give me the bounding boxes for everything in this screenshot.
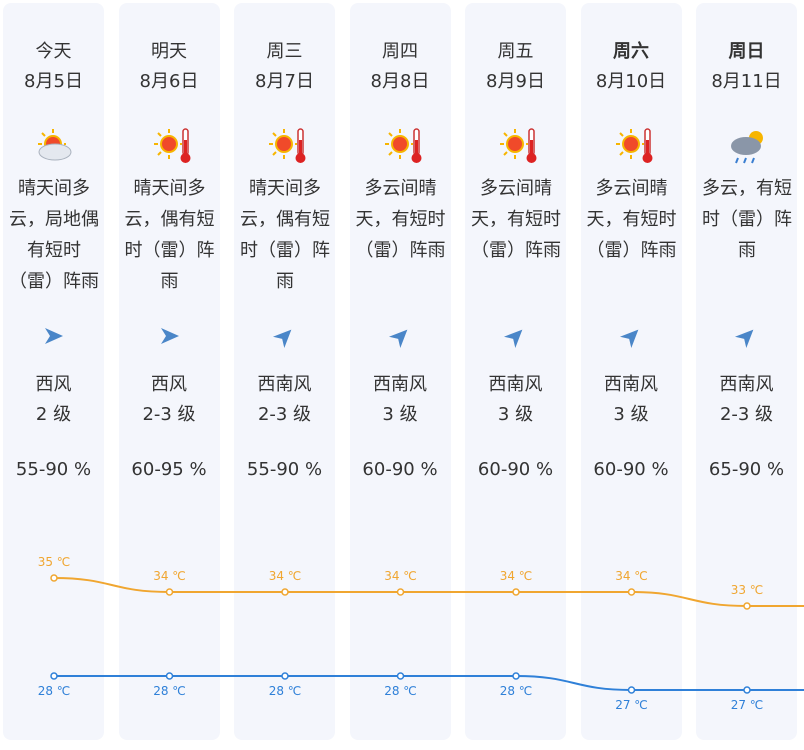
- temp-point: [165, 672, 174, 680]
- wind-direction: 西南风: [604, 374, 658, 395]
- weekday: 周五: [497, 41, 534, 62]
- temp-label: 34 ℃: [153, 569, 186, 583]
- humidity: 65-90 %: [708, 459, 785, 480]
- date: 8月6日: [139, 71, 199, 92]
- wind-direction: 西南风: [719, 374, 774, 395]
- day-column: 今天 8月5日晴天间多云，局地偶有短时（雷）阵雨西风 2 级 55-90 %: [3, 3, 104, 740]
- weekday: 周四: [382, 41, 418, 62]
- weather-icon: [153, 128, 190, 163]
- temp-label: 28 ℃: [269, 684, 302, 698]
- temp-point: [743, 602, 751, 610]
- weather-text: 晴天间多云，局地偶有短时（雷）阵雨: [9, 178, 99, 292]
- temp-point: [396, 588, 405, 596]
- day-column: 周三 8月7日晴天间多云，偶有短时（雷）阵雨西南风 2-3 级 55-90 %: [234, 3, 335, 740]
- date: 8月5日: [24, 71, 83, 92]
- wind-arrow: [503, 325, 527, 351]
- temp-label: 34 ℃: [269, 569, 302, 583]
- weather-text: 晴天间多云，偶有短时（雷）阵雨: [124, 178, 215, 292]
- wind-level: 2 级: [35, 404, 72, 425]
- weather-text: 多云间晴天，有短时（雷）阵雨: [586, 178, 677, 261]
- wind-direction: 西风: [35, 374, 72, 395]
- temp-point: [281, 588, 289, 596]
- date: 8月10日: [595, 71, 667, 92]
- temp-point: [396, 672, 405, 680]
- temp-label: 28 ℃: [38, 684, 71, 698]
- day-column: 周六 8月10日多云间晴天，有短时（雷）阵雨西南风 3 级 60-90 %: [580, 3, 682, 740]
- temp-label: 28 ℃: [153, 684, 186, 698]
- humidity: 55-90 %: [15, 459, 92, 480]
- weekday: 周六: [613, 41, 649, 62]
- weather-text: 多云间晴天，有短时（雷）阵雨: [471, 178, 561, 261]
- wind-level: 3 级: [382, 404, 418, 425]
- temp-label: 34 ℃: [615, 569, 648, 583]
- wind-arrow: [619, 325, 643, 351]
- weekday: 周日: [728, 41, 765, 62]
- wind-level: 3 级: [613, 404, 649, 425]
- day-column: 周五 8月9日多云间晴天，有短时（雷）阵雨西南风 3 级 60-90 %: [465, 3, 566, 740]
- weekday: 明天: [151, 41, 187, 62]
- wind-level: 2-3 级: [142, 404, 196, 425]
- date: 8月8日: [370, 71, 430, 92]
- wind-direction: 西南风: [257, 374, 312, 395]
- humidity: 60-90 %: [362, 459, 438, 480]
- date: 8月7日: [255, 71, 314, 92]
- wind-level: 3 级: [497, 404, 534, 425]
- weather-text: 多云，有短时（雷）阵雨: [702, 178, 792, 261]
- date: 8月11日: [711, 71, 782, 92]
- temp-point: [743, 686, 751, 694]
- wind-direction: 西风: [151, 374, 187, 395]
- day-column: 明天 8月6日晴天间多云，偶有短时（雷）阵雨西风 2-3 级 60-95 %: [118, 3, 220, 740]
- temp-point: [512, 672, 520, 680]
- weather-icon: [38, 129, 72, 161]
- humidity: 60-90 %: [593, 459, 669, 480]
- wind-arrow: [388, 325, 412, 351]
- day-column: 周四 8月8日多云间晴天，有短时（雷）阵雨西南风 3 级 60-90 %: [349, 3, 451, 740]
- temp-point: [627, 588, 636, 596]
- humidity: 60-95 %: [131, 459, 207, 480]
- weather-icon: [615, 128, 652, 163]
- weather-icon: [269, 128, 306, 163]
- temp-label: 33 ℃: [731, 583, 764, 597]
- temp-label: 34 ℃: [384, 569, 417, 583]
- wind-direction: 西南风: [488, 374, 543, 395]
- weather-icon: [384, 128, 421, 163]
- weather-icon: [500, 128, 537, 163]
- temp-point: [281, 672, 289, 680]
- weather-text: 晴天间多云，偶有短时（雷）阵雨: [240, 178, 330, 292]
- wind-level: 2-3 级: [719, 404, 774, 425]
- temp-point: [512, 588, 520, 596]
- date: 8月9日: [486, 71, 545, 92]
- temp-label: 27 ℃: [615, 698, 648, 712]
- temp-point: [627, 686, 636, 694]
- weekday: 周三: [266, 41, 303, 62]
- wind-level: 2-3 级: [257, 404, 312, 425]
- wind-arrow: [272, 325, 296, 351]
- temp-point: [165, 588, 174, 596]
- wind-direction: 西南风: [373, 374, 427, 395]
- temp-point: [50, 672, 58, 680]
- humidity: 55-90 %: [246, 459, 323, 480]
- temp-point: [50, 574, 58, 582]
- humidity: 60-90 %: [477, 459, 554, 480]
- temp-label: 28 ℃: [500, 684, 533, 698]
- temp-label: 27 ℃: [731, 698, 764, 712]
- temp-label: 28 ℃: [384, 684, 417, 698]
- weekday: 今天: [35, 41, 72, 62]
- weather-icon: [731, 131, 763, 164]
- day-column: 周日 8月11日多云，有短时（雷）阵雨西南风 2-3 级 65-90 %: [696, 3, 797, 740]
- wind-arrow: [734, 325, 758, 351]
- temp-label: 35 ℃: [38, 555, 71, 569]
- weather-text: 多云间晴天，有短时（雷）阵雨: [355, 178, 446, 261]
- wind-arrow: [159, 325, 181, 351]
- temp-label: 34 ℃: [500, 569, 533, 583]
- wind-arrow: [43, 325, 65, 351]
